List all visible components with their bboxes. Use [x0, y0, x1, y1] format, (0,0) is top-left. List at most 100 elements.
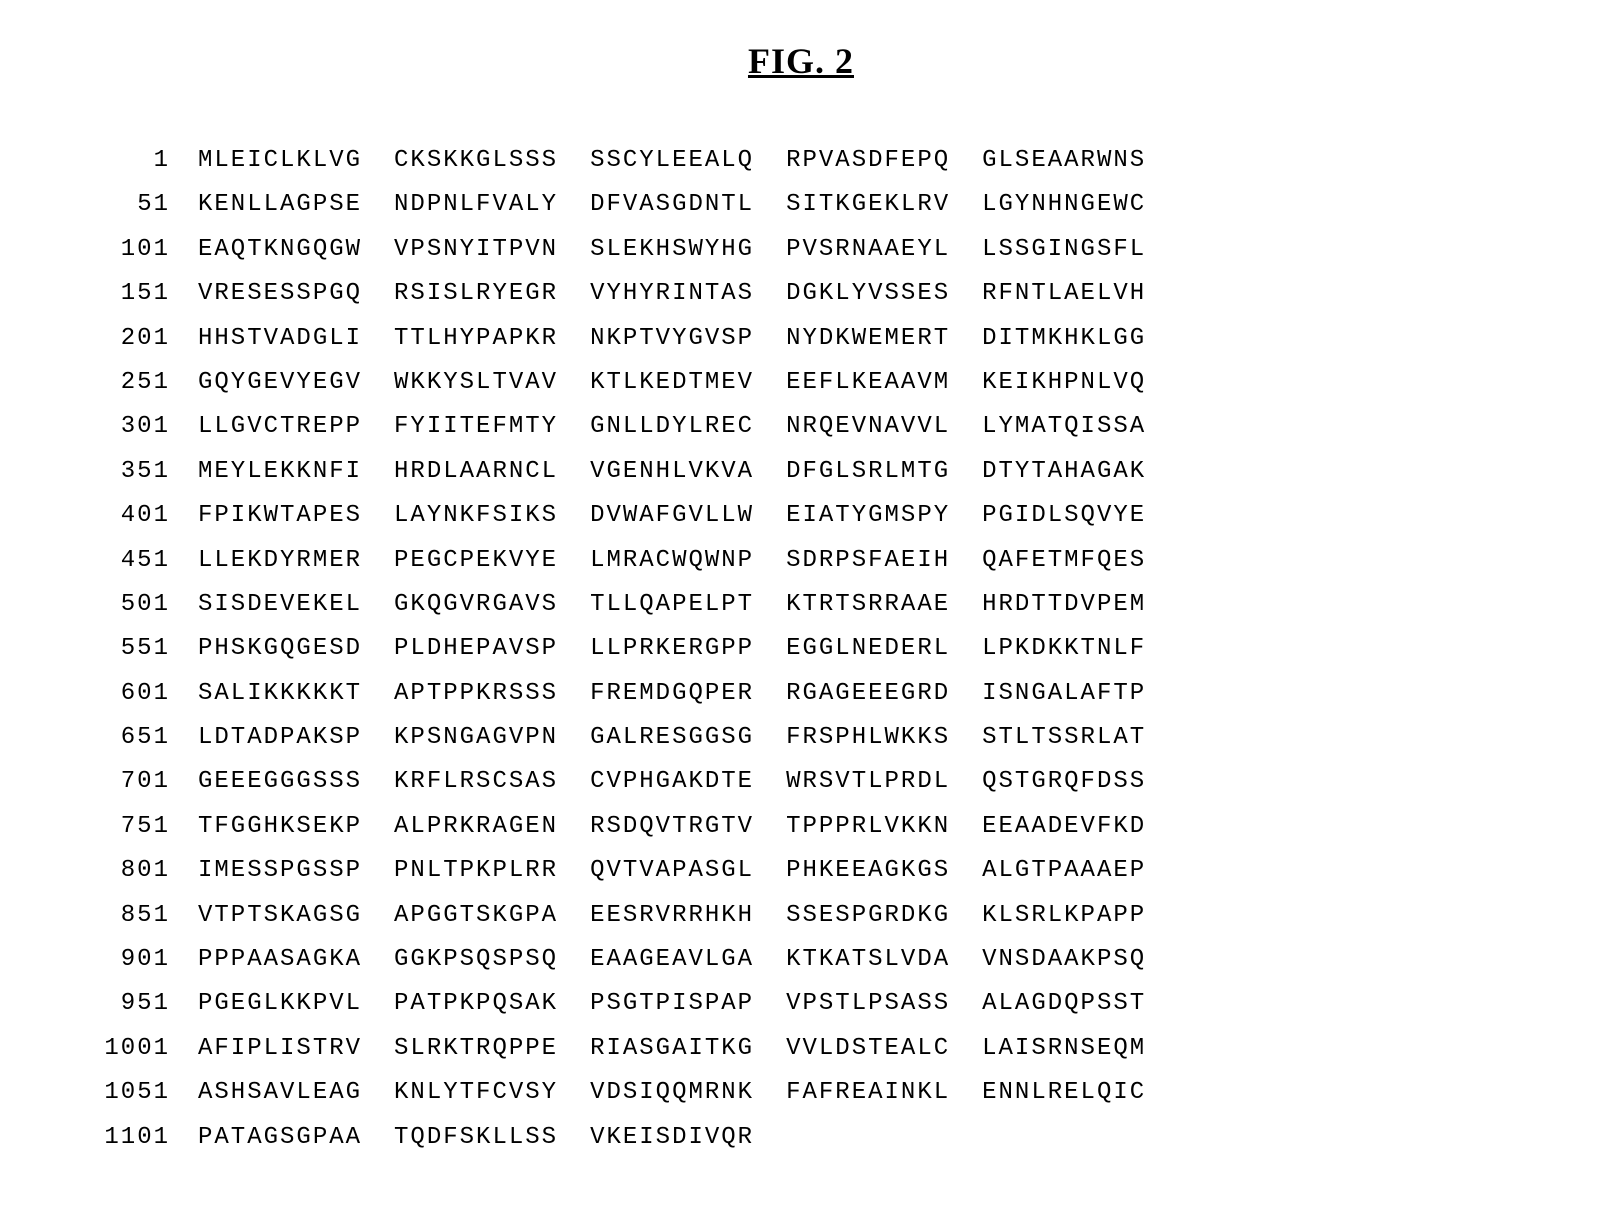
position-label: 551 [60, 630, 170, 668]
blocks-wrapper: VTPTSKAGSGAPGGTSKGPAEESRVRRHKHSSESPGRDKG… [198, 897, 1146, 935]
sequence-block: TPPPRLVKKN [786, 808, 950, 846]
sequence-block: EGGLNEDERL [786, 630, 950, 668]
blocks-wrapper: SALIKKKKKT APTPPKRSSS FREMDGQPER RGAGEEEGRD… [198, 675, 1146, 713]
sequence-block: SISDEVEKEL [198, 586, 362, 624]
sequence-block: EEFLKEAAVM [786, 364, 950, 402]
sequence-block: FAFREAINKL [786, 1074, 950, 1112]
sequence-row: 651LDTADPAKSPKPSNGAGVPNGALRESGGSGFRSPHLW… [60, 719, 1542, 757]
blocks-wrapper: GEEEGGGSSSKRFLRSCSASCVPHGAKDTEWRSVTLPRDL… [198, 763, 1146, 801]
sequence-block: TQDFSKLLSS [394, 1119, 558, 1157]
sequence-block: KLSRLKPAPP [982, 897, 1146, 935]
blocks-wrapper: KENLLAGPSENDPNLFVALYDFVASGDNTLSITKGEKLRV… [198, 186, 1146, 224]
sequence-block: APGGTSKGPA [394, 897, 558, 935]
sequence-block: SITKGEKLRV [786, 186, 950, 224]
sequence-block: LLEKDYRMER [198, 542, 362, 580]
sequence-block: KNLYTFCVSY [394, 1074, 558, 1112]
position-label: 1 [60, 142, 170, 180]
sequence-row: 251GQYGEVYEGVWKKYSLTVAVKTLKEDTMEVEEFLKEA… [60, 364, 1542, 402]
sequence-block: MEYLEKKNFI [198, 453, 362, 491]
blocks-wrapper: LLGVCTREPPFYIITEFMTYGNLLDYLRECNRQEVNAVVL… [198, 408, 1146, 446]
sequence-block: PATAGSGPAA [198, 1119, 362, 1157]
sequence-block: VKEISDIVQR [590, 1119, 754, 1157]
position-label: 901 [60, 941, 170, 979]
sequence-block: DFVASGDNTL [590, 186, 754, 224]
sequence-block: CVPHGAKDTE [590, 763, 754, 801]
sequence-block: EEAADEVFKD [982, 808, 1146, 846]
sequence-block: ISNGALAFTP [982, 675, 1146, 713]
sequence-block: PSGTPISPAP [590, 985, 754, 1023]
position-label: 201 [60, 320, 170, 358]
sequence-block: FREMDGQPER [590, 675, 754, 713]
blocks-wrapper: LLEKDYRMERPEGCPEKVYELMRACWQWNPSDRPSFAEIH… [198, 542, 1146, 580]
blocks-wrapper: PATAGSGPAA TQDFSKLLSS VKEISDIVQR [198, 1119, 754, 1157]
sequence-block: RGAGEEEGRD [786, 675, 950, 713]
sequence-block: LMRACWQWNP [590, 542, 754, 580]
sequence-block: VNSDAAKPSQ [982, 941, 1146, 979]
sequence-block: GEEEGGGSSS [198, 763, 362, 801]
blocks-wrapper: PPPAASAGKAGGKPSQSPSQEAAGEAVLGAKTKATSLVDA… [198, 941, 1146, 979]
position-label: 851 [60, 897, 170, 935]
position-label: 501 [60, 586, 170, 624]
sequence-block: FYIITEFMTY [394, 408, 558, 446]
blocks-wrapper: MEYLEKKNFIHRDLAARNCLVGENHLVKVADFGLSRLMTG… [198, 453, 1146, 491]
blocks-wrapper: PGEGLKKPVLPATPKPQSAKPSGTPISPAPVPSTLPSASS… [198, 985, 1146, 1023]
sequence-block: SALIKKKKKT [198, 675, 362, 713]
sequence-block: KPSNGAGVPN [394, 719, 558, 757]
sequence-block: DVWAFGVLLW [590, 497, 754, 535]
sequence-block: LYMATQISSA [982, 408, 1146, 446]
sequence-block: EAAGEAVLGA [590, 941, 754, 979]
sequence-block: TFGGHKSEKP [198, 808, 362, 846]
sequence-row: 1051ASHSAVLEAGKNLYTFCVSYVDSIQQMRNKFAFREA… [60, 1074, 1542, 1112]
sequence-block: QVTVAPASGL [590, 852, 754, 890]
sequence-block: VVLDSTEALC [786, 1030, 950, 1068]
sequence-block: VTPTSKAGSG [198, 897, 362, 935]
sequence-block: APTPPKRSSS [394, 675, 558, 713]
sequence-block: SDRPSFAEIH [786, 542, 950, 580]
sequence-row: 951PGEGLKKPVLPATPKPQSAKPSGTPISPAPVPSTLPS… [60, 985, 1542, 1023]
sequence-block: LGYNHNGEWC [982, 186, 1146, 224]
sequence-block: KTLKEDTMEV [590, 364, 754, 402]
sequence-block: VGENHLVKVA [590, 453, 754, 491]
sequence-block: HRDLAARNCL [394, 453, 558, 491]
sequence-block: PGIDLSQVYE [982, 497, 1146, 535]
position-label: 701 [60, 763, 170, 801]
sequence-block: NKPTVYGVSP [590, 320, 754, 358]
position-label: 451 [60, 542, 170, 580]
sequence-block: QAFETMFQES [982, 542, 1146, 580]
sequence-block: RFNTLAELVH [982, 275, 1146, 313]
sequence-block: TLLQAPELPT [590, 586, 754, 624]
sequence-block: KENLLAGPSE [198, 186, 362, 224]
blocks-wrapper: ASHSAVLEAGKNLYTFCVSYVDSIQQMRNKFAFREAINKL… [198, 1074, 1146, 1112]
position-label: 1101 [60, 1119, 170, 1157]
sequence-block: ASHSAVLEAG [198, 1074, 362, 1112]
sequence-block: LSSGINGSFL [982, 231, 1146, 269]
sequence-block: GLSEAARWNS [982, 142, 1146, 180]
sequence-block: LDTADPAKSP [198, 719, 362, 757]
sequence-block: VPSNYITPVN [394, 231, 558, 269]
sequence-block: STLTSSRLAT [982, 719, 1146, 757]
figure-title: FIG. 2 [60, 40, 1542, 82]
sequence-block: VRESESSPGQ [198, 275, 362, 313]
sequence-row: 901 PPPAASAGKAGGKPSQSPSQEAAGEAVLGAKTKATSL… [60, 941, 1542, 979]
sequence-row: 501 SISDEVEKELGKQGVRGAVSTLLQAPELPTKTRTSRR… [60, 586, 1542, 624]
sequence-row: 201HHSTVADGLITTLHYPAPKRNKPTVYGVSPNYDKWEM… [60, 320, 1542, 358]
sequence-block: PATPKPQSAK [394, 985, 558, 1023]
position-label: 651 [60, 719, 170, 757]
sequence-block: WRSVTLPRDL [786, 763, 950, 801]
sequence-block: KEIKHPNLVQ [982, 364, 1146, 402]
blocks-wrapper: SISDEVEKELGKQGVRGAVSTLLQAPELPTKTRTSRRAAE… [198, 586, 1146, 624]
sequence-row: 401FPIKWTAPESLAYNKFSIKSDVWAFGVLLWEIATYGM… [60, 497, 1542, 535]
sequence-block: AFIPLISTRV [198, 1030, 362, 1068]
sequence-block: PLDHEPAVSP [394, 630, 558, 668]
sequence-block: EAQTKNGQGW [198, 231, 362, 269]
blocks-wrapper: VRESESSPGQRSISLRYEGRVYHYRINTASDGKLYVSSES… [198, 275, 1146, 313]
sequence-row: 151VRESESSPGQRSISLRYEGRVYHYRINTASDGKLYVS… [60, 275, 1542, 313]
sequence-block: VYHYRINTAS [590, 275, 754, 313]
position-label: 101 [60, 231, 170, 269]
sequence-block: GQYGEVYEGV [198, 364, 362, 402]
sequence-block: RSISLRYEGR [394, 275, 558, 313]
position-label: 301 [60, 408, 170, 446]
sequence-block: WKKYSLTVAV [394, 364, 558, 402]
sequence-row: 851VTPTSKAGSGAPGGTSKGPAEESRVRRHKHSSESPGR… [60, 897, 1542, 935]
sequence-block: TTLHYPAPKR [394, 320, 558, 358]
